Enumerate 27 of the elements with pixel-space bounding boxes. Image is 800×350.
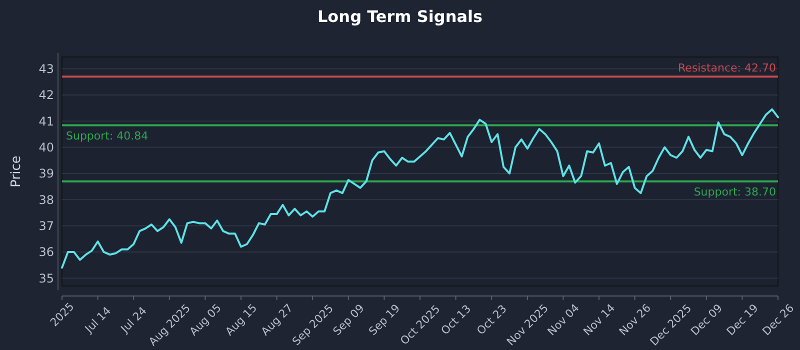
y-tick-label: 43 — [38, 62, 54, 76]
y-tick-label: 37 — [38, 219, 54, 234]
y-tick-label: 39 — [38, 166, 54, 181]
y-tick-label: 38 — [38, 192, 54, 207]
x-tick-label: Dec 19 — [724, 302, 761, 338]
chart-title: Long Term Signals — [317, 7, 483, 26]
line-series — [61, 108, 779, 269]
ref-line-label: Support: 40.84 — [66, 129, 148, 142]
y-tick-label: 35 — [38, 271, 54, 286]
y-tick-label: 41 — [38, 114, 54, 128]
x-tick-label: Nov 26 — [616, 301, 654, 338]
x-tick-label: Jul 24 — [118, 304, 150, 336]
y-tick-label: 36 — [38, 245, 54, 260]
x-tick-label: Oct 23 — [474, 302, 510, 338]
x-tick-label: Oct 13 — [438, 302, 474, 338]
x-tick-label: Dec 26 — [760, 302, 797, 338]
y-tick-label: 40 — [38, 140, 54, 154]
y-axis-title: Price — [9, 156, 24, 188]
x-tick-label: Jul 14 — [82, 304, 114, 336]
x-tick-label: Sep 09 — [330, 302, 367, 338]
y-tick-label: 42 — [38, 88, 54, 102]
ref-line-label: Support: 38.70 — [694, 185, 776, 198]
ref-line-label: Resistance: 42.70 — [678, 62, 776, 75]
x-tick-label: Aug 15 — [222, 301, 260, 338]
x-tick-label: Aug 27 — [258, 301, 296, 338]
x-tick-label: Nov 14 — [580, 301, 618, 338]
x-tick-label: Sep 19 — [366, 302, 403, 338]
